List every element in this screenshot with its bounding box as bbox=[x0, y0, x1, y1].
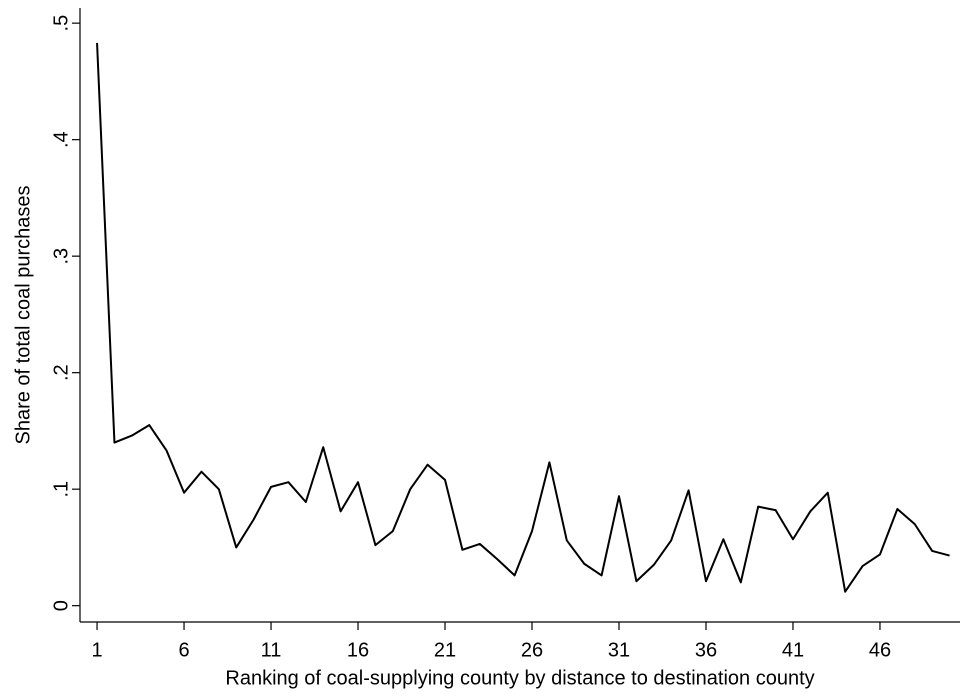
x-tick-label: 6 bbox=[178, 639, 189, 661]
y-tick-label: .5 bbox=[50, 15, 72, 32]
y-tick-label: 0 bbox=[50, 600, 72, 611]
x-tick-label: 31 bbox=[608, 639, 630, 661]
y-tick-label: .2 bbox=[50, 364, 72, 381]
x-axis-title: Ranking of coal-supplying county by dist… bbox=[225, 667, 814, 689]
x-tick-label: 16 bbox=[347, 639, 369, 661]
x-tick-label: 46 bbox=[869, 639, 891, 661]
x-tick-label: 41 bbox=[782, 639, 804, 661]
x-tick-label: 11 bbox=[261, 639, 282, 661]
x-tick-label: 1 bbox=[91, 639, 102, 661]
y-tick-label: .1 bbox=[50, 481, 72, 498]
x-tick-label: 21 bbox=[434, 639, 456, 661]
y-tick-label: .3 bbox=[50, 248, 72, 265]
x-tick-label: 36 bbox=[695, 639, 717, 661]
y-axis-title: Share of total coal purchases bbox=[12, 185, 34, 444]
x-tick-label: 26 bbox=[521, 639, 543, 661]
y-tick-label: .4 bbox=[50, 131, 72, 148]
data-line bbox=[96, 42, 950, 593]
